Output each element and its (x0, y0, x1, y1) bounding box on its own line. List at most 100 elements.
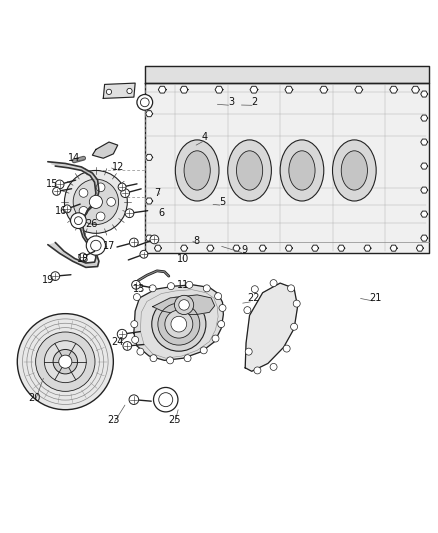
Text: 7: 7 (154, 188, 160, 198)
Polygon shape (421, 211, 427, 217)
Polygon shape (92, 142, 118, 158)
Circle shape (290, 323, 297, 330)
Polygon shape (233, 245, 240, 251)
Text: 2: 2 (252, 97, 258, 107)
Circle shape (215, 293, 222, 300)
Text: 15: 15 (46, 180, 58, 189)
Circle shape (117, 329, 127, 339)
Circle shape (179, 300, 189, 310)
Polygon shape (286, 245, 292, 251)
Text: 5: 5 (219, 197, 226, 207)
Text: 13: 13 (134, 284, 146, 294)
Circle shape (53, 350, 78, 374)
Circle shape (130, 238, 138, 247)
Polygon shape (146, 155, 152, 160)
Circle shape (79, 206, 88, 215)
Text: 12: 12 (112, 162, 124, 172)
Circle shape (127, 88, 132, 94)
Circle shape (283, 345, 290, 352)
Polygon shape (320, 86, 328, 93)
Text: 3: 3 (228, 97, 234, 107)
Polygon shape (417, 245, 424, 251)
Circle shape (141, 98, 149, 107)
Text: 11: 11 (177, 280, 189, 290)
Circle shape (293, 300, 300, 307)
Circle shape (51, 272, 60, 280)
Polygon shape (103, 83, 135, 99)
Ellipse shape (184, 151, 210, 190)
Circle shape (171, 316, 187, 332)
Polygon shape (311, 245, 318, 251)
Circle shape (288, 285, 294, 292)
Circle shape (123, 342, 132, 350)
Text: 6: 6 (158, 208, 164, 218)
Text: 21: 21 (369, 293, 381, 303)
Polygon shape (421, 187, 427, 193)
Polygon shape (158, 86, 166, 93)
Circle shape (159, 393, 173, 407)
Text: 10: 10 (177, 254, 189, 264)
Polygon shape (338, 245, 345, 251)
Circle shape (79, 189, 88, 197)
Polygon shape (146, 198, 152, 204)
Circle shape (64, 171, 127, 233)
Ellipse shape (175, 140, 219, 201)
Circle shape (152, 297, 206, 351)
Polygon shape (154, 245, 161, 251)
Circle shape (184, 354, 191, 362)
Circle shape (158, 303, 200, 345)
Circle shape (203, 285, 210, 292)
Circle shape (121, 189, 130, 198)
Circle shape (132, 336, 139, 343)
Circle shape (125, 209, 134, 217)
Ellipse shape (332, 140, 376, 201)
Polygon shape (145, 66, 428, 83)
Polygon shape (48, 161, 99, 268)
Circle shape (134, 294, 141, 301)
Polygon shape (146, 111, 152, 117)
Circle shape (107, 198, 116, 206)
Circle shape (140, 251, 148, 258)
Text: 17: 17 (103, 240, 115, 251)
Circle shape (153, 387, 178, 412)
Polygon shape (421, 163, 427, 169)
Polygon shape (145, 83, 428, 253)
Polygon shape (421, 115, 427, 121)
Text: 9: 9 (241, 245, 247, 255)
Polygon shape (421, 139, 427, 145)
Circle shape (44, 341, 86, 383)
Circle shape (91, 240, 101, 251)
Circle shape (212, 335, 219, 342)
Text: 16: 16 (55, 206, 67, 216)
Circle shape (129, 395, 139, 405)
Circle shape (71, 213, 86, 229)
Circle shape (149, 285, 156, 292)
Circle shape (79, 253, 87, 261)
Circle shape (73, 179, 119, 224)
Circle shape (150, 235, 159, 244)
Circle shape (270, 280, 277, 287)
Circle shape (186, 281, 193, 288)
Circle shape (59, 355, 72, 368)
Circle shape (244, 306, 251, 313)
Ellipse shape (289, 151, 315, 190)
Circle shape (63, 205, 71, 213)
Polygon shape (207, 245, 214, 251)
Ellipse shape (228, 140, 272, 201)
Text: 14: 14 (68, 153, 80, 163)
Polygon shape (146, 235, 152, 241)
Ellipse shape (237, 151, 263, 190)
Polygon shape (285, 86, 293, 93)
Polygon shape (134, 285, 223, 360)
Text: 18: 18 (77, 254, 89, 264)
Circle shape (137, 94, 152, 110)
Text: 4: 4 (202, 132, 208, 142)
Circle shape (86, 236, 106, 255)
Circle shape (200, 347, 207, 354)
Circle shape (166, 357, 173, 364)
Polygon shape (259, 245, 266, 251)
Polygon shape (421, 91, 427, 97)
Polygon shape (245, 283, 297, 372)
Circle shape (17, 313, 113, 410)
Circle shape (131, 321, 138, 328)
